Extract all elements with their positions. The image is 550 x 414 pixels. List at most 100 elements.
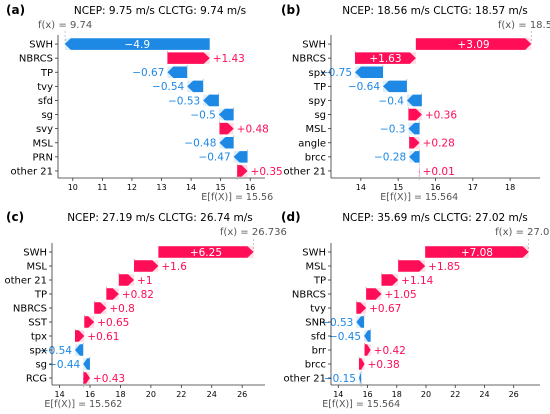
x-tick-label: 24 [207,390,217,399]
feature-label: spx [309,68,327,79]
feature-label: MSL [305,262,326,273]
bar-value-label: −4.9 [125,39,151,51]
feature-label: TP [34,290,47,301]
x-tick-label: 17 [468,183,478,192]
feature-label: other 21 [283,166,326,177]
x-tick-label: 10 [68,183,78,192]
feature-label: other 21 [10,166,53,177]
bar-nbrcs [167,52,210,64]
bar-value-label: +1 [137,275,152,287]
bar-value-label: −0.5 [190,109,216,121]
fx-label: f(x) = 9.74 [38,20,92,31]
bar-sfd [203,94,219,107]
bar-value-label: +6.25 [190,247,222,259]
x-tick-label: 16 [362,390,372,399]
bar-nbrcs [94,302,107,314]
bar-msl [408,122,420,135]
panel-header: NCEP: 18.56 m/s CLCTG: 18.57 m/s [342,5,528,17]
bar-brr [364,344,371,356]
x-tick-label: 14 [55,390,65,399]
bar-value-label: −0.15 [324,373,356,385]
bar-value-label: +0.61 [87,331,119,343]
x-tick-label: 22 [450,390,460,399]
bar-sst [84,316,95,328]
bar-spy [406,94,422,107]
bar-swh [415,38,532,50]
feature-label: tvy [37,82,53,93]
panel-label: (a) [6,3,25,17]
x-tick-label: 18 [115,390,125,399]
bar-value-label: +0.36 [425,109,457,121]
x-tick-label: 11 [97,183,107,192]
x-tick-label: 24 [479,390,489,399]
feature-label: NBRCS [19,54,53,65]
bar-sg [83,358,90,370]
feature-label: MSL [305,124,326,135]
bar-tp [383,80,407,93]
x-tick-label: 26 [237,390,247,399]
x-tick-label: 18 [505,183,515,192]
x-tick-label: 22 [176,390,186,399]
bar-nbrcs [355,52,416,64]
feature-label: brcc [305,152,326,163]
feature-label: SNR [305,318,326,329]
bar-value-label: −0.54 [40,345,72,357]
panel-header: NCEP: 27.19 m/s CLCTG: 26.74 m/s [67,212,253,224]
bar-value-label: −0.47 [198,152,230,164]
feature-label: tvy [310,304,326,315]
feature-label: NBRCS [292,290,326,301]
x-tick-label: 20 [146,390,156,399]
x-tick-label: 26 [509,390,519,399]
bar-value-label: −0.48 [184,138,216,150]
feature-label: sg [35,360,47,371]
feature-label: brr [312,346,327,357]
feature-label: tpx [31,332,47,343]
x-tick-label: 14 [356,183,366,192]
feature-label: sfd [38,96,53,107]
feature-label: SWH [302,248,326,259]
bar-value-label: +0.38 [368,359,400,371]
bar-value-label: +0.82 [122,289,154,301]
panel-1: (b) NCEP: 18.56 m/s CLCTG: 18.57 m/s f(x) … [281,3,550,203]
x-tick-label: 16 [245,183,255,192]
feature-label: brcc [305,360,326,371]
bar-value-label: −0.67 [132,67,164,79]
bar-value-label: −0.53 [168,95,200,107]
x-tick-label: 13 [156,183,166,192]
panel-0: (a) NCEP: 9.75 m/s CLCTG: 9.74 m/s f(x) = … [6,3,283,203]
fx-label: f(x) = 27.023 [495,227,550,238]
bar-value-label: +0.35 [251,166,283,178]
bar-angle [409,136,420,149]
feature-label: SWH [302,40,326,51]
bar-value-label: +0.65 [97,317,129,329]
bar-other-21 [358,372,362,384]
efx-label: E[f(X)] = 15.564 [380,192,458,203]
bar-value-label: −0.54 [152,81,184,93]
feature-label: other 21 [283,374,326,385]
bar-value-label: +1.05 [384,289,416,301]
x-tick-label: 16 [430,183,440,192]
efx-label: E[f(X)] = 15.564 [322,399,400,410]
fx-label: f(x) = 26.736 [220,227,287,238]
x-tick-label: 14 [333,390,343,399]
bar-value-label: +3.09 [457,39,489,51]
bar-sg [408,108,422,121]
bar-swh [64,38,210,50]
fx-label: f(x) = 18.568 [498,20,550,31]
panel-label: (b) [281,3,301,17]
bar-value-label: +0.01 [423,166,455,178]
efx-label: E[f(X)] = 15.56 [201,192,273,203]
bar-swh [425,246,529,258]
panel-label: (d) [281,210,301,224]
bar-value-label: +1.63 [369,53,401,65]
feature-label: TP [313,82,326,93]
bar-value-label: +1.14 [401,275,433,287]
bar-value-label: −0.3 [380,123,406,135]
feature-label: PRN [33,152,53,163]
x-tick-label: 20 [421,390,431,399]
feature-label: TP [313,276,326,287]
bar-value-label: +0.67 [369,303,401,315]
bar-value-label: −0.4 [378,95,404,107]
bar-value-label: −0.44 [48,359,80,371]
bar-rcg [83,372,90,384]
